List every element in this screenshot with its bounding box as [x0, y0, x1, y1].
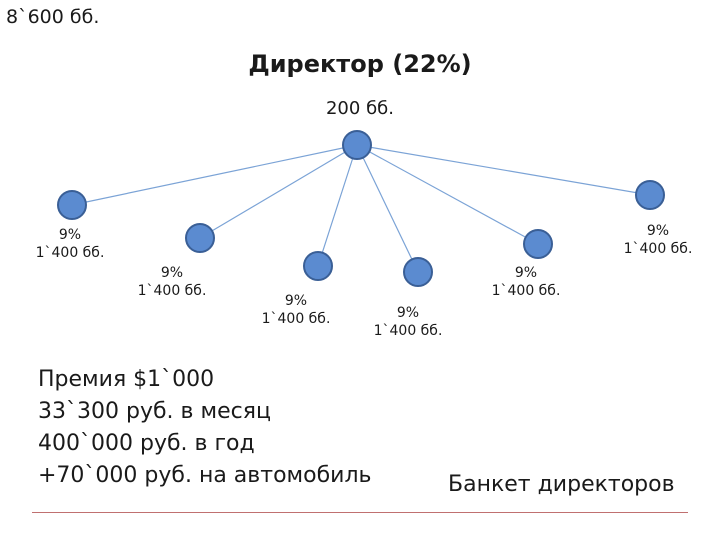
summary-line: 33`300 руб. в месяц: [38, 399, 271, 424]
tree-edge: [317, 144, 358, 267]
banquet-label: Банкет директоров: [448, 472, 675, 497]
leaf-node: [303, 251, 333, 281]
tree-edge: [356, 144, 651, 196]
leaf-percent: 9%: [646, 223, 670, 239]
tree-edge: [356, 144, 419, 273]
leaf-percent: 9%: [284, 293, 308, 309]
compensation-summary: Премия $1`000 33`300 руб. в месяц 400`00…: [38, 364, 371, 492]
tree-edge: [356, 144, 539, 245]
tree-edge: [71, 144, 358, 206]
leaf-amount: 1`400 бб.: [35, 245, 105, 261]
leaf-label: 9% 1`400 бб.: [603, 222, 713, 258]
leaf-amount: 1`400 бб.: [623, 241, 693, 257]
summary-line: +70`000 руб. на автомобиль: [38, 463, 372, 488]
leaf-node: [57, 190, 87, 220]
leaf-node: [403, 257, 433, 287]
total-points: 8`600 бб.: [6, 6, 100, 28]
footer-rule: [32, 512, 688, 513]
leaf-percent: 9%: [58, 227, 82, 243]
leaf-amount: 1`400 бб.: [261, 311, 331, 327]
leaf-amount: 1`400 бб.: [137, 283, 207, 299]
leaf-label: 9% 1`400 бб.: [241, 292, 351, 328]
leaf-node: [185, 223, 215, 253]
leaf-label: 9% 1`400 бб.: [353, 304, 463, 340]
leaf-label: 9% 1`400 бб.: [471, 264, 581, 300]
leaf-node: [635, 180, 665, 210]
summary-line: Премия $1`000: [38, 367, 215, 392]
leaf-label: 9% 1`400 бб.: [117, 264, 227, 300]
leaf-amount: 1`400 бб.: [373, 323, 443, 339]
leaf-percent: 9%: [160, 265, 184, 281]
leaf-node: [523, 229, 553, 259]
leaf-label: 9% 1`400 бб.: [15, 226, 125, 262]
leaf-percent: 9%: [514, 265, 538, 281]
summary-line: 400`000 руб. в год: [38, 431, 255, 456]
leaf-amount: 1`400 бб.: [491, 283, 561, 299]
leaf-percent: 9%: [396, 305, 420, 321]
tree-edge: [199, 144, 358, 239]
diagram-title: Директор (22%): [248, 50, 472, 78]
root-node: [342, 130, 372, 160]
root-node-amount: 200 бб.: [325, 98, 394, 119]
